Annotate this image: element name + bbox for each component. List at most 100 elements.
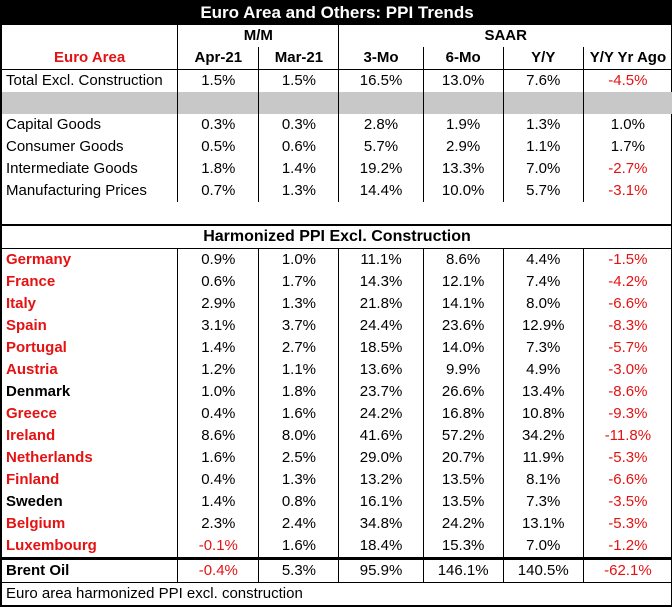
- column-header-yy: Y/Y: [503, 47, 583, 70]
- cell-finland-mar-21: 1.3%: [259, 469, 339, 491]
- cell-greece-y-y: 10.8%: [503, 403, 583, 425]
- cell-sweden-mar-21: 0.8%: [259, 491, 339, 513]
- gray-separator-cell: [503, 92, 583, 114]
- cell-austria-6-mo: 9.9%: [423, 359, 503, 381]
- cell-belgium-3-mo: 34.8%: [339, 513, 423, 535]
- column-header-apr-21: Apr-21: [178, 47, 259, 70]
- row-label-france: France: [2, 271, 178, 293]
- cell-portugal-mar-21: 2.7%: [259, 337, 339, 359]
- cell-ireland-mar-21: 8.0%: [259, 425, 339, 447]
- cell-manufacturing-prices-y-y-yr-ago: -3.1%: [583, 180, 672, 202]
- row-label-greece: Greece: [2, 403, 178, 425]
- cell-netherlands-6-mo: 20.7%: [423, 447, 503, 469]
- cell-total-excl-construction-3-mo: 16.5%: [339, 70, 423, 93]
- row-label-belgium: Belgium: [2, 513, 178, 535]
- cell-intermediate-goods-mar-21: 1.4%: [259, 158, 339, 180]
- cell-greece-3-mo: 24.2%: [339, 403, 423, 425]
- table-row: Brent Oil-0.4%5.3%95.9%146.1%140.5%-62.1…: [2, 559, 672, 583]
- gray-separator-cell: [339, 92, 423, 114]
- cell-consumer-goods-apr-21: 0.5%: [178, 136, 259, 158]
- cell-netherlands-mar-21: 2.5%: [259, 447, 339, 469]
- column-header-yy-yr-ago: Y/Y Yr Ago: [583, 47, 672, 70]
- cell-capital-goods-y-y: 1.3%: [503, 114, 583, 136]
- cell-portugal-3-mo: 18.5%: [339, 337, 423, 359]
- cell-brent-oil-3-mo: 95.9%: [339, 559, 423, 583]
- row-label-luxembourg: Luxembourg: [2, 535, 178, 559]
- cell-belgium-y-y: 13.1%: [503, 513, 583, 535]
- cell-brent-oil-6-mo: 146.1%: [423, 559, 503, 583]
- cell-sweden-y-y: 7.3%: [503, 491, 583, 513]
- cell-belgium-mar-21: 2.4%: [259, 513, 339, 535]
- cell-france-apr-21: 0.6%: [178, 271, 259, 293]
- cell-denmark-y-y-yr-ago: -8.6%: [583, 381, 672, 403]
- row-label-denmark: Denmark: [2, 381, 178, 403]
- row-label-manufacturing-prices: Manufacturing Prices: [2, 180, 178, 202]
- cell-manufacturing-prices-mar-21: 1.3%: [259, 180, 339, 202]
- column-header-6-mo: 6-Mo: [423, 47, 503, 70]
- cell-netherlands-y-y: 11.9%: [503, 447, 583, 469]
- cell-ireland-apr-21: 8.6%: [178, 425, 259, 447]
- spacer-cell: [2, 202, 672, 225]
- group-spacer: [2, 25, 178, 48]
- cell-portugal-y-y: 7.3%: [503, 337, 583, 359]
- cell-portugal-apr-21: 1.4%: [178, 337, 259, 359]
- row-label-italy: Italy: [2, 293, 178, 315]
- row-label-consumer-goods: Consumer Goods: [2, 136, 178, 158]
- cell-luxembourg-6-mo: 15.3%: [423, 535, 503, 559]
- cell-manufacturing-prices-6-mo: 10.0%: [423, 180, 503, 202]
- cell-austria-y-y: 4.9%: [503, 359, 583, 381]
- row-label-finland: Finland: [2, 469, 178, 491]
- cell-brent-oil-y-y-yr-ago: -62.1%: [583, 559, 672, 583]
- cell-denmark-y-y: 13.4%: [503, 381, 583, 403]
- footer-row: Euro area harmonized PPI excl. construct…: [2, 583, 672, 606]
- row-label-austria: Austria: [2, 359, 178, 381]
- cell-consumer-goods-6-mo: 2.9%: [423, 136, 503, 158]
- cell-portugal-y-y-yr-ago: -5.7%: [583, 337, 672, 359]
- cell-greece-apr-21: 0.4%: [178, 403, 259, 425]
- cell-greece-6-mo: 16.8%: [423, 403, 503, 425]
- row-label-germany: Germany: [2, 249, 178, 272]
- cell-total-excl-construction-6-mo: 13.0%: [423, 70, 503, 93]
- cell-luxembourg-apr-21: -0.1%: [178, 535, 259, 559]
- cell-italy-3-mo: 21.8%: [339, 293, 423, 315]
- group-header-mm: M/M: [178, 25, 339, 48]
- cell-germany-apr-21: 0.9%: [178, 249, 259, 272]
- cell-intermediate-goods-apr-21: 1.8%: [178, 158, 259, 180]
- cell-consumer-goods-mar-21: 0.6%: [259, 136, 339, 158]
- cell-greece-y-y-yr-ago: -9.3%: [583, 403, 672, 425]
- cell-france-mar-21: 1.7%: [259, 271, 339, 293]
- section-title: Harmonized PPI Excl. Construction: [2, 225, 672, 249]
- cell-finland-apr-21: 0.4%: [178, 469, 259, 491]
- cell-sweden-3-mo: 16.1%: [339, 491, 423, 513]
- cell-italy-apr-21: 2.9%: [178, 293, 259, 315]
- cell-capital-goods-mar-21: 0.3%: [259, 114, 339, 136]
- cell-intermediate-goods-y-y-yr-ago: -2.7%: [583, 158, 672, 180]
- cell-denmark-apr-21: 1.0%: [178, 381, 259, 403]
- cell-netherlands-y-y-yr-ago: -5.3%: [583, 447, 672, 469]
- cell-consumer-goods-3-mo: 5.7%: [339, 136, 423, 158]
- cell-capital-goods-3-mo: 2.8%: [339, 114, 423, 136]
- cell-italy-y-y: 8.0%: [503, 293, 583, 315]
- table-title: Euro Area and Others: PPI Trends: [2, 2, 672, 25]
- cell-italy-6-mo: 14.1%: [423, 293, 503, 315]
- cell-spain-6-mo: 23.6%: [423, 315, 503, 337]
- row-label-portugal: Portugal: [2, 337, 178, 359]
- cell-consumer-goods-y-y-yr-ago: 1.7%: [583, 136, 672, 158]
- gray-separator-cell: [178, 92, 259, 114]
- cell-spain-y-y: 12.9%: [503, 315, 583, 337]
- cell-finland-3-mo: 13.2%: [339, 469, 423, 491]
- cell-spain-y-y-yr-ago: -8.3%: [583, 315, 672, 337]
- cell-france-y-y-yr-ago: -4.2%: [583, 271, 672, 293]
- cell-denmark-mar-21: 1.8%: [259, 381, 339, 403]
- gray-separator-row: [2, 92, 672, 114]
